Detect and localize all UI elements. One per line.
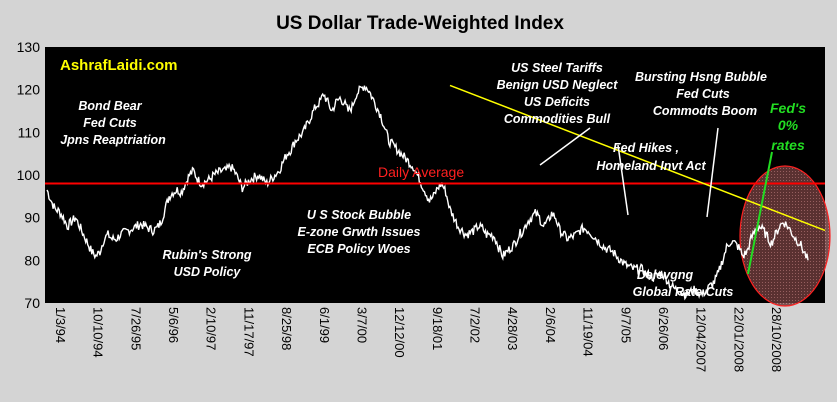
- highlight-ellipse: [739, 165, 831, 307]
- y-tick-label: 70: [24, 295, 40, 311]
- x-tick-label: 4/28/03: [505, 307, 520, 350]
- annotation-line: ECB Policy Woes: [307, 242, 410, 256]
- series-line: [46, 85, 809, 301]
- x-tick-label: 7/2/02: [468, 307, 483, 343]
- annotation-line: Fed Cuts: [676, 87, 730, 101]
- x-tick-label: 7/26/95: [128, 307, 143, 350]
- steel-arrow: [539, 127, 591, 166]
- annotation-fed-zero: Fed's 0% rates: [770, 100, 806, 153]
- y-axis: 70 80 90 100 110 120 130: [17, 39, 41, 311]
- fed-hikes-arrow: [617, 144, 629, 216]
- annotation-line: Rubin's Strong: [162, 248, 251, 262]
- y-tick-label: 120: [17, 82, 41, 98]
- x-tick-label: 2/10/97: [204, 307, 219, 350]
- annotation-bond-bear: Bond Bear Fed Cuts Jpns Reaptriation: [60, 99, 166, 147]
- x-tick-label: 6/1/99: [317, 307, 332, 343]
- watermark-text: AshrafLaidi.com: [60, 57, 178, 74]
- annotation-line: Global Rate Cuts: [633, 285, 734, 299]
- annotation-line: Homeland Invt Act: [596, 159, 706, 173]
- annotation-line: Delevgng: [637, 268, 694, 282]
- annotation-stock-bubble: U S Stock Bubble E-zone Grwth Issues ECB…: [298, 208, 421, 256]
- y-tick-label: 80: [24, 252, 40, 268]
- annotation-fed-hikes: Fed Hikes , Homeland Invt Act: [596, 141, 706, 173]
- x-tick-label: 1/3/94: [53, 307, 68, 343]
- annotation-delevgng: Delevgng Global Rate Cuts: [633, 268, 734, 299]
- trend-line: [449, 84, 826, 232]
- annotation-line: U S Stock Bubble: [307, 208, 411, 222]
- annotation-line: US Steel Tariffs: [511, 61, 603, 75]
- x-tick-label: 9/7/05: [618, 307, 633, 343]
- x-tick-label: 9/18/01: [430, 307, 445, 350]
- x-tick-label: 22/01/2008: [731, 307, 746, 372]
- fed-zero-arrow: [747, 151, 773, 275]
- x-tick-label: 10/10/94: [91, 307, 106, 358]
- plot-area: [45, 47, 825, 303]
- annotation-line: Benign USD Neglect: [497, 78, 619, 92]
- x-tick-label: 12/12/00: [392, 307, 407, 358]
- x-tick-label: 12/04/2007: [694, 307, 709, 372]
- annotation-line: Bursting Hsng Bubble: [635, 70, 767, 84]
- x-tick-label: 11/17/97: [241, 307, 256, 357]
- annotation-line: Fed's: [770, 100, 806, 116]
- x-axis: 1/3/94 10/10/94 7/26/95 5/6/96 2/10/97 11/17/…: [53, 307, 784, 372]
- annotation-line: 0%: [778, 117, 799, 133]
- y-tick-label: 90: [24, 210, 40, 226]
- x-tick-label: 8/25/98: [279, 307, 294, 350]
- series-layer: [46, 85, 809, 301]
- x-tick-label: 2/6/04: [543, 307, 558, 343]
- daily-average-label: Daily Average: [378, 164, 464, 180]
- annotation-line: E-zone Grwth Issues: [298, 225, 421, 239]
- annotation-line: Commodities Bull: [504, 112, 611, 126]
- annotation-line: Bond Bear: [78, 99, 142, 113]
- annotation-line: Fed Hikes ,: [613, 141, 679, 155]
- annotation-rubin: Rubin's Strong USD Policy: [162, 248, 251, 279]
- x-tick-label: 5/6/96: [166, 307, 181, 343]
- annotation-line: USD Policy: [174, 265, 242, 279]
- annotation-line: rates: [771, 137, 805, 153]
- x-tick-label: 6/26/06: [656, 307, 671, 350]
- annotation-steel: US Steel Tariffs Benign USD Neglect US D…: [497, 61, 619, 126]
- chart-title: US Dollar Trade-Weighted Index: [276, 13, 564, 34]
- y-tick-label: 100: [17, 167, 41, 183]
- annotation-line: Commodts Boom: [653, 104, 757, 118]
- x-tick-label: 11/19/04: [581, 307, 596, 357]
- x-tick-label: 28/10/2008: [769, 307, 784, 372]
- y-tick-label: 110: [18, 124, 41, 140]
- annotation-line: Jpns Reaptriation: [60, 133, 166, 147]
- y-tick-label: 130: [17, 39, 41, 55]
- annotation-housing: Bursting Hsng Bubble Fed Cuts Commodts B…: [635, 70, 767, 118]
- annotation-line: US Deficits: [524, 95, 590, 109]
- housing-arrow: [706, 127, 719, 218]
- annotation-line: Fed Cuts: [83, 116, 137, 130]
- x-tick-label: 3/7/00: [354, 307, 369, 343]
